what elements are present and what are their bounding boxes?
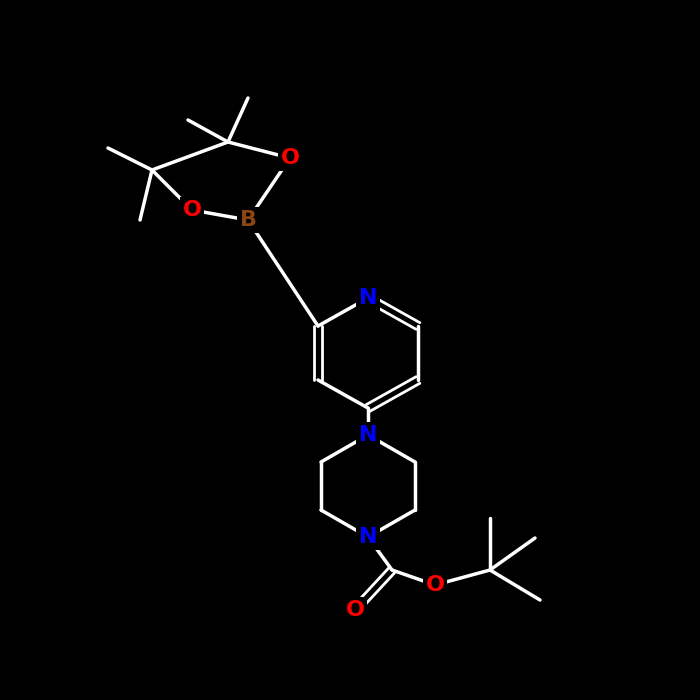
Text: O: O [346,600,365,620]
Text: O: O [426,575,444,595]
Text: O: O [281,148,300,168]
Text: N: N [358,425,377,445]
Text: B: B [239,210,256,230]
Text: N: N [358,288,377,308]
Text: O: O [183,200,202,220]
Text: N: N [358,527,377,547]
